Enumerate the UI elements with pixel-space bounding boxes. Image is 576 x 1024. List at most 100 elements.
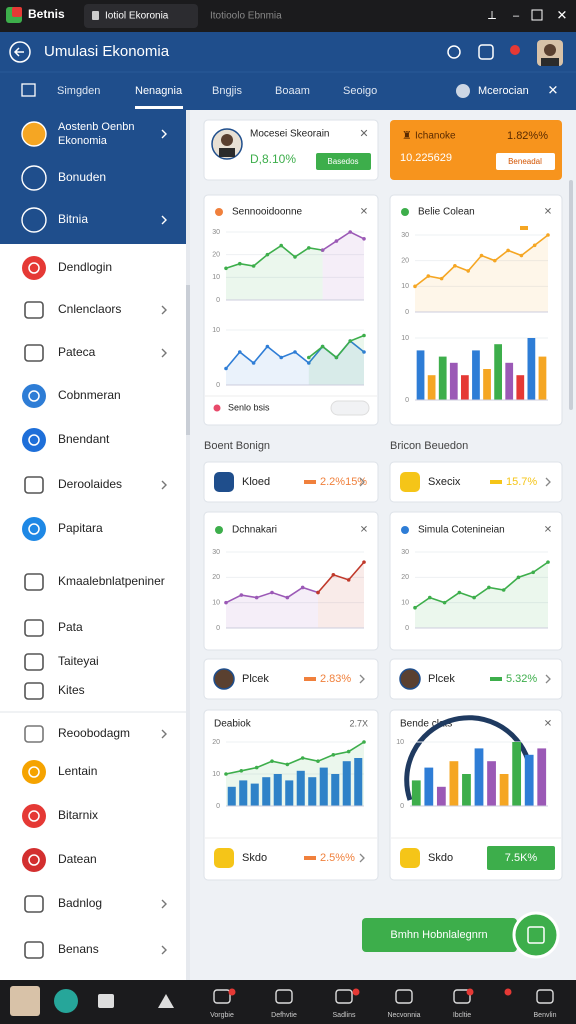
card-title: Sennooidoonne: [232, 207, 303, 218]
stat-card[interactable]: [203, 658, 379, 700]
point: [320, 248, 325, 252]
row-swatch: [304, 856, 316, 860]
menu-icon: [24, 895, 44, 913]
menu-sublabel[interactable]: Ekonomia: [58, 135, 108, 147]
scroll-thumb[interactable]: [186, 285, 190, 435]
point: [362, 740, 366, 744]
profile-button[interactable]: [316, 153, 371, 170]
stat-card[interactable]: [203, 461, 379, 503]
pin-icon[interactable]: ⟂: [488, 8, 496, 22]
menu-label[interactable]: Datean: [58, 852, 97, 866]
card-close[interactable]: ✕: [360, 525, 368, 536]
main-scroll-thumb[interactable]: [569, 180, 573, 410]
chevron[interactable]: [545, 477, 551, 487]
taskbar-icon[interactable]: [536, 989, 554, 1004]
toggle[interactable]: [330, 400, 370, 416]
nav-close[interactable]: ✕: [548, 82, 559, 97]
menu-label[interactable]: Benans: [58, 942, 99, 956]
menu-label[interactable]: Lentain: [58, 764, 97, 778]
menu-label[interactable]: Pateca: [58, 345, 96, 359]
bar: [331, 774, 340, 806]
nav-tab[interactable]: Boaam: [275, 85, 310, 97]
nav-tab[interactable]: Nenagnia: [135, 85, 183, 97]
menu-label[interactable]: Dendlogin: [58, 260, 112, 274]
chart-card: [389, 511, 563, 651]
taskbar-icon[interactable]: [395, 989, 413, 1004]
orange-button[interactable]: [496, 153, 555, 170]
taskbar-app[interactable]: [98, 994, 114, 1008]
chevron[interactable]: [359, 853, 365, 863]
back-button[interactable]: [9, 41, 31, 63]
card-close[interactable]: ✕: [360, 207, 368, 218]
menu-label[interactable]: Deroolaides: [58, 477, 122, 491]
chevron[interactable]: [359, 674, 365, 684]
calendar-icon[interactable]: [21, 83, 36, 97]
point: [334, 355, 339, 360]
point: [265, 252, 270, 257]
menu-label[interactable]: Bitarnix: [58, 808, 98, 822]
card-close[interactable]: ✕: [544, 525, 552, 536]
action-button[interactable]: [362, 918, 517, 952]
taskbar-app[interactable]: [54, 989, 78, 1013]
menu-label[interactable]: Reoobodagm: [58, 726, 130, 740]
taskbar-app[interactable]: [158, 994, 174, 1008]
menu-label[interactable]: Badnlog: [58, 896, 102, 910]
menu-label[interactable]: Bitnia: [58, 212, 88, 226]
nav-tab[interactable]: Simgden: [57, 85, 100, 97]
point: [362, 350, 366, 354]
share-icon[interactable]: [478, 44, 494, 60]
tab-label[interactable]: Itotioolo Ebnmia: [210, 11, 282, 22]
card-close[interactable]: ✕: [544, 207, 552, 218]
row-label: Kloed: [242, 476, 270, 488]
notification-icon[interactable]: [510, 45, 520, 55]
menu-icon-glyph: [28, 523, 40, 535]
menu-icon: [24, 941, 44, 959]
menu-icon: [22, 760, 46, 784]
account-label[interactable]: Mcerocian: [478, 85, 529, 97]
point: [254, 765, 259, 770]
browser-tab[interactable]: [84, 4, 198, 28]
menu-label[interactable]: Papitara: [58, 521, 103, 535]
taskbar-icon[interactable]: [213, 989, 231, 1004]
chart-card: [203, 511, 379, 651]
close[interactable]: ✕: [557, 7, 568, 22]
settings-icon[interactable]: [447, 45, 461, 59]
menu-label[interactable]: Kmaalebnlatpeniner: [58, 574, 165, 588]
taskbar-icon[interactable]: [335, 989, 353, 1004]
menu-label[interactable]: Bnendant: [58, 432, 110, 446]
stat-card[interactable]: [389, 461, 563, 503]
chevron: [161, 305, 167, 315]
bar: [538, 356, 547, 400]
line-series: [317, 561, 365, 594]
taskbar-icon[interactable]: [453, 989, 471, 1004]
menu-icon-glyph: [28, 766, 40, 778]
menu-label[interactable]: Cnlenclaors: [58, 302, 121, 316]
menu-label[interactable]: Taiteyai: [58, 654, 99, 668]
minimize[interactable]: –: [513, 10, 520, 22]
nav-tab[interactable]: Bngjis: [212, 85, 242, 97]
point: [362, 560, 366, 564]
y-tick-label: 0: [405, 397, 409, 404]
taskbar-icon[interactable]: [275, 989, 293, 1004]
menu-label[interactable]: Bonuden: [58, 170, 106, 184]
badge: [352, 988, 360, 996]
row-value: 2.83%: [320, 673, 351, 685]
menu-label[interactable]: Aostenb Oenbn: [58, 121, 134, 133]
card-close[interactable]: ✕: [544, 719, 552, 730]
menu-label[interactable]: Kites: [58, 683, 85, 697]
point: [251, 361, 256, 365]
card-footer: Senlo bsis: [228, 402, 270, 412]
fab[interactable]: [512, 911, 560, 959]
nav-tab[interactable]: Seoigo: [343, 85, 377, 97]
bar: [472, 350, 480, 400]
taskbar-avatar[interactable]: [10, 986, 40, 1016]
row-button[interactable]: [487, 846, 555, 870]
chevron[interactable]: [359, 477, 365, 487]
stat-card[interactable]: [389, 658, 563, 700]
chevron[interactable]: [545, 674, 551, 684]
maximize[interactable]: [531, 9, 543, 21]
bar: [319, 767, 328, 806]
menu-label[interactable]: Cobnmeran: [58, 388, 121, 402]
card-close[interactable]: ✕: [359, 128, 368, 140]
menu-label[interactable]: Pata: [58, 620, 83, 634]
